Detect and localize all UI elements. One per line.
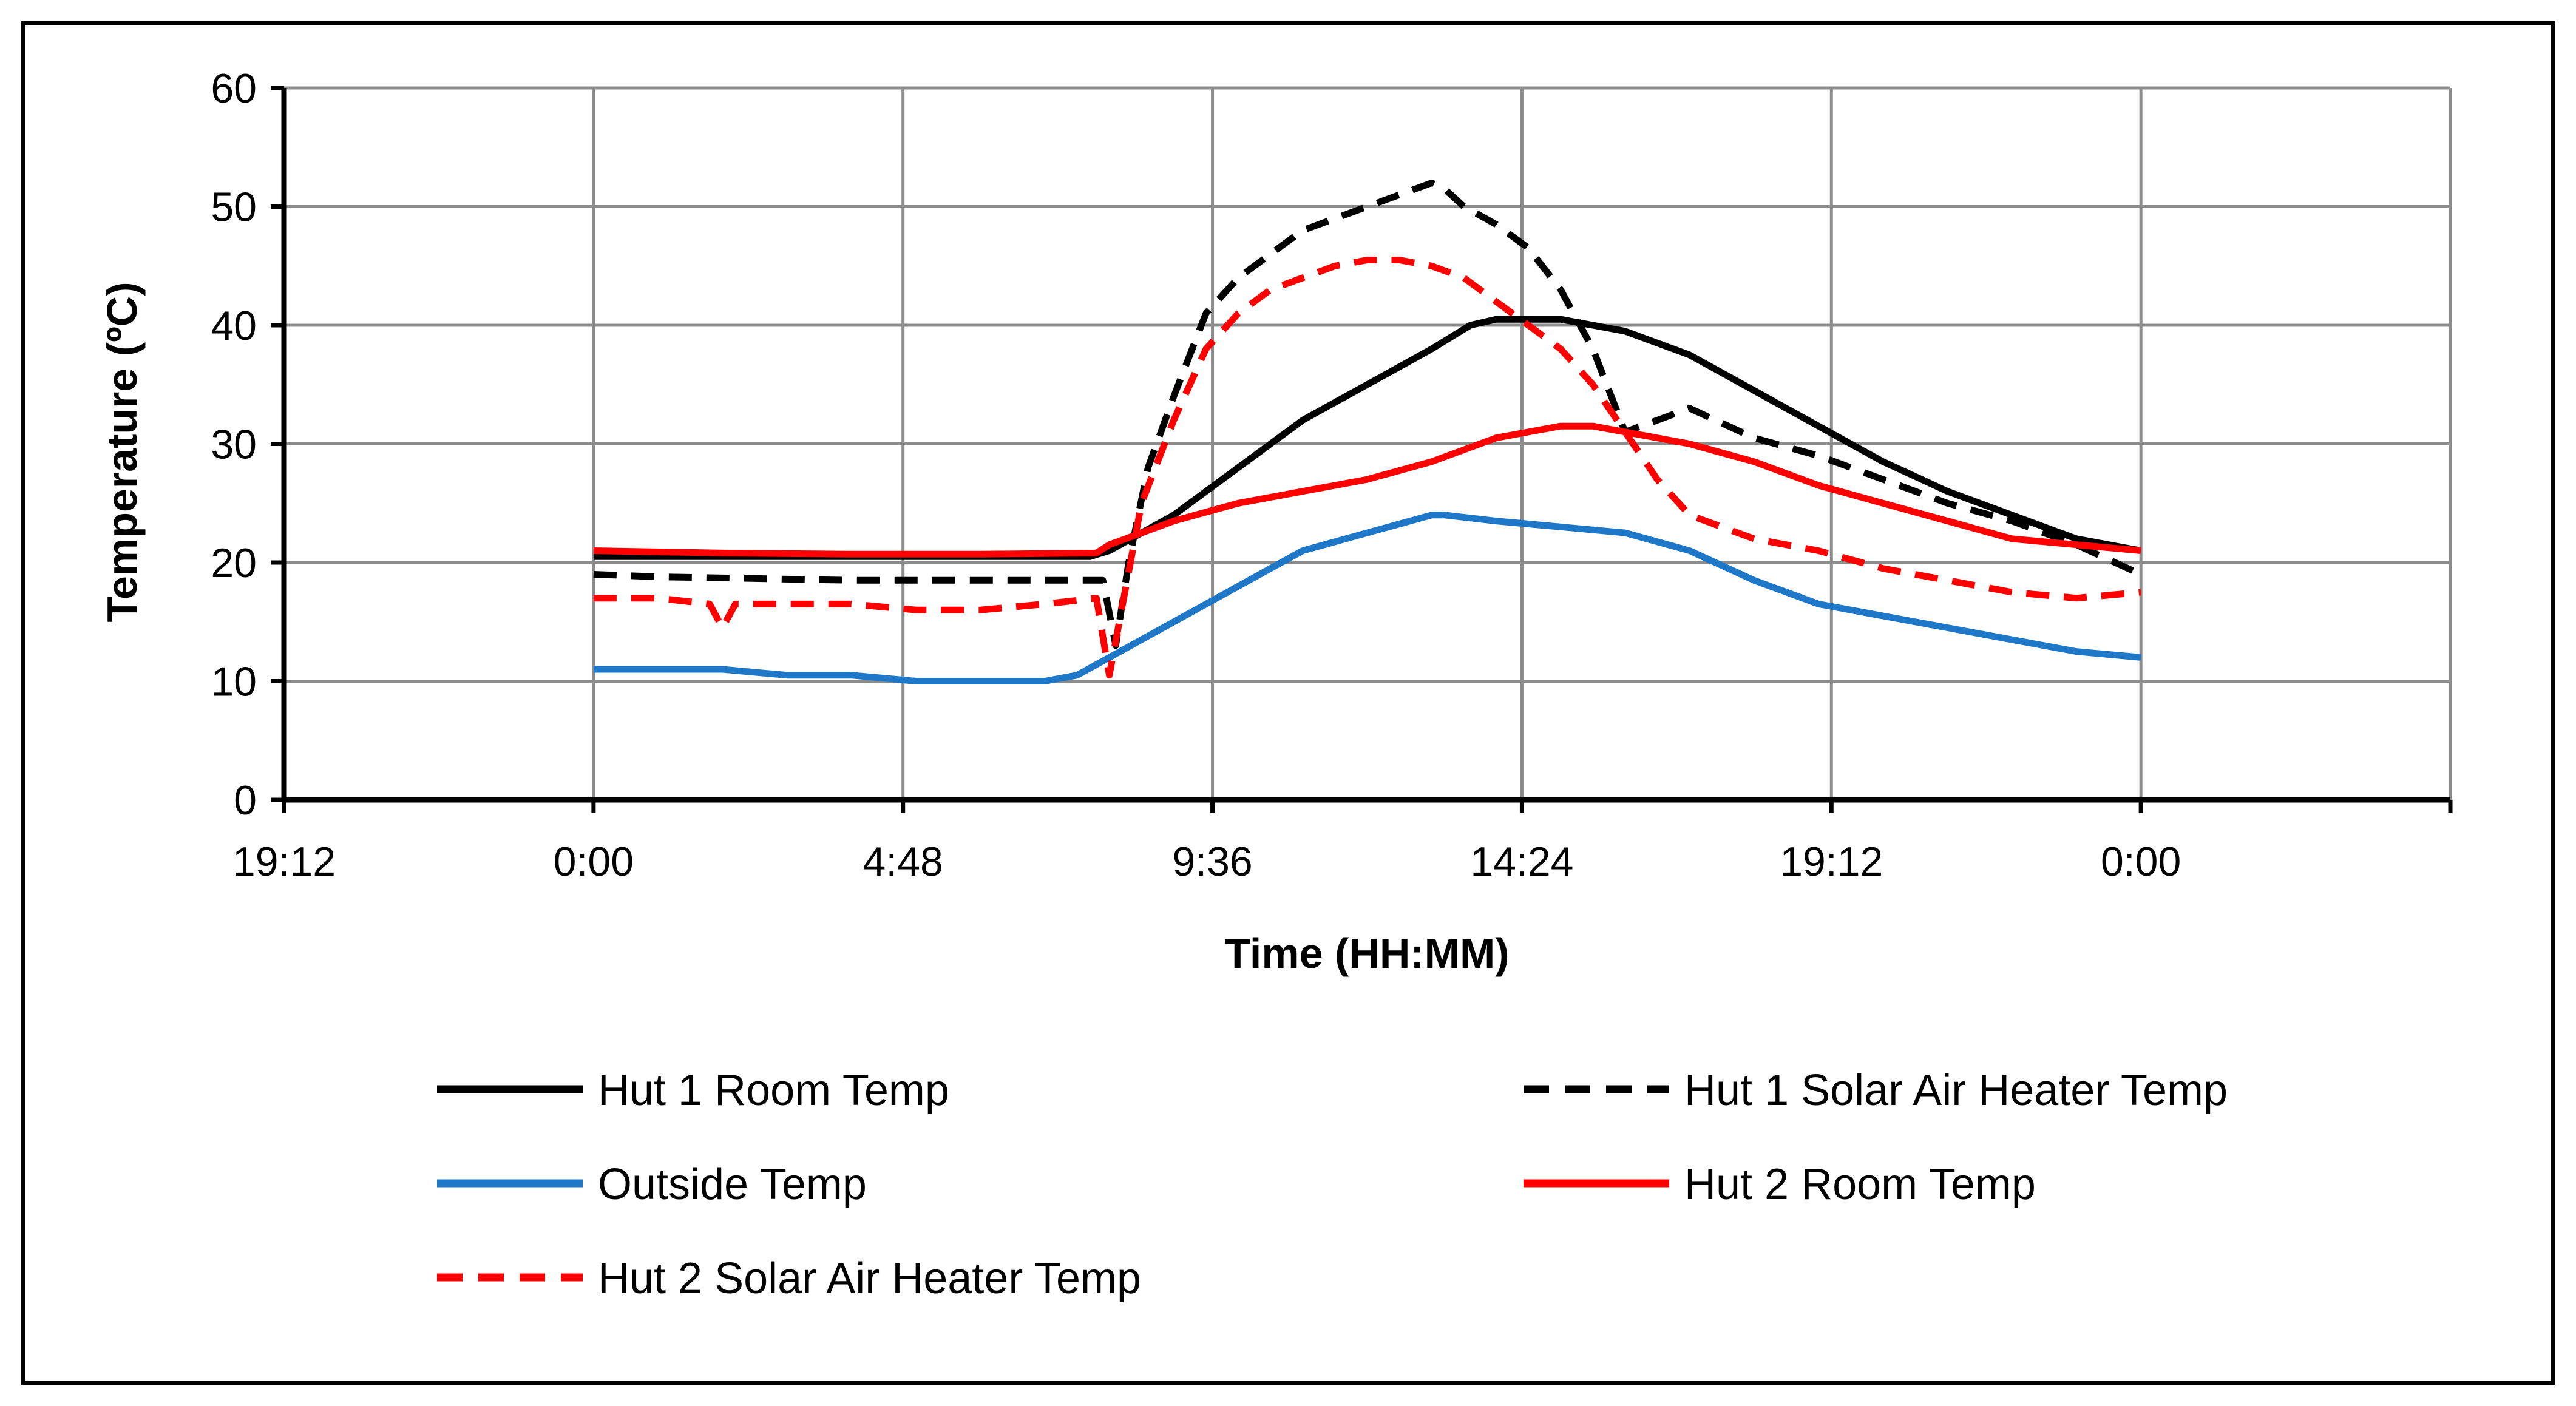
y-tick-label: 60	[211, 66, 257, 112]
y-tick-label: 30	[211, 422, 257, 468]
legend-label-hut-1-solar-air-heater-temp: Hut 1 Solar Air Heater Temp	[1684, 1066, 2228, 1115]
legend-label-hut-1-room-temp: Hut 1 Room Temp	[598, 1066, 949, 1115]
series-line-hut-2-solar-air-heater-temp	[593, 257, 2141, 679]
y-tick-label: 50	[211, 184, 257, 231]
series-line-hut-1-solar-air-heater-temp	[593, 179, 2143, 649]
y-axis-title: Temperature (ºC)	[98, 282, 146, 622]
y-tick-label: 0	[234, 777, 257, 823]
series-lines	[593, 179, 2143, 684]
legend-label-outside-temp: Outside Temp	[598, 1160, 867, 1209]
x-tick-label: 9:36	[1172, 839, 1252, 885]
legend-label-hut-2-room-temp: Hut 2 Room Temp	[1684, 1160, 2036, 1209]
series-line-hut-2-room-temp	[593, 422, 2141, 558]
legend: Hut 1 Room Temp Hut 1 Solar Air Heater Te…	[437, 1066, 2228, 1303]
x-tick-label: 19:12	[232, 839, 336, 885]
x-tick-label: 0:00	[554, 839, 634, 885]
x-axis-title: Time (HH:MM)	[1224, 930, 1509, 977]
series-line-outside-temp	[593, 512, 2141, 684]
outer-frame	[21, 21, 2555, 1385]
gridlines	[284, 86, 2452, 800]
x-tick-label: 4:48	[863, 839, 943, 885]
x-tick-label: 19:12	[1780, 839, 1883, 885]
axes	[271, 86, 2453, 813]
x-tick-label: 0:00	[2101, 839, 2181, 885]
x-tick-label: 14:24	[1470, 839, 1573, 885]
y-tick-label: 20	[211, 540, 257, 586]
tick-labels: 0 10 20 30 40 50 60 19:12 0:00 4:48 9:36 14:24 19:12…	[211, 66, 2181, 885]
y-tick-label: 10	[211, 659, 257, 705]
legend-label-hut-2-solar-air-heater-temp: Hut 2 Solar Air Heater Temp	[598, 1254, 1141, 1303]
y-tick-label: 40	[211, 303, 257, 349]
